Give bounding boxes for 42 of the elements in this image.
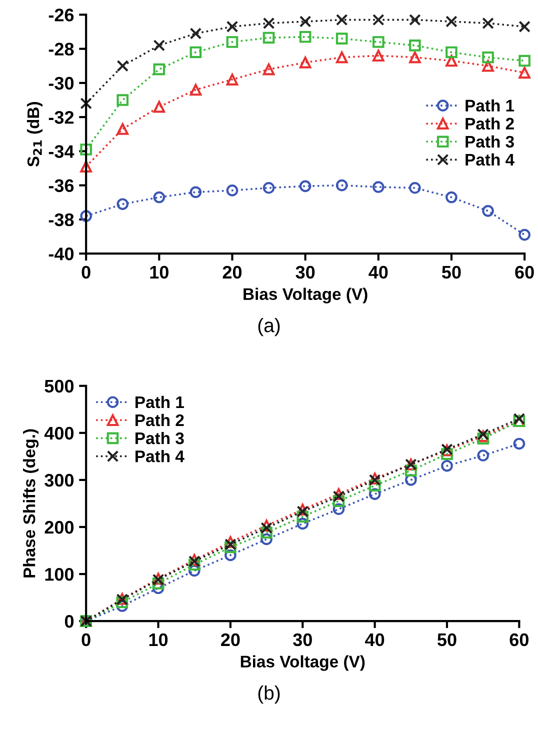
y-tick-label: -36 (48, 179, 74, 192)
y-tick-label: 200 (44, 520, 74, 534)
x-tick-label: 30 (293, 633, 312, 646)
x-tick-label: 0 (82, 266, 90, 279)
x-tick-label: 40 (365, 633, 384, 646)
y-tick-label: -38 (48, 213, 74, 226)
x-tick-label: 30 (296, 266, 315, 279)
legend-label: Path 2 (466, 117, 514, 130)
x-tick-label: 20 (221, 633, 240, 646)
x-tick-label: 40 (368, 266, 388, 279)
y-tick-label: 500 (44, 380, 74, 393)
x-tick-label: 20 (222, 266, 242, 279)
legend-label: Path 4 (466, 153, 514, 166)
legend-label: Path 2 (136, 414, 184, 426)
legend-label: Path 3 (136, 432, 184, 444)
x-tick-label: 0 (82, 633, 90, 646)
y-tick-label: 400 (44, 426, 74, 440)
y-axis-title: S$_{21}$ (dB) (26, 102, 42, 167)
y-tick-label: -26 (48, 8, 74, 22)
x-tick-label: 10 (150, 266, 168, 279)
x-tick-label: 60 (510, 633, 528, 646)
y-tick-label: 100 (45, 568, 74, 581)
y-tick-label: -28 (48, 42, 74, 56)
x-tick-label: 50 (442, 266, 461, 279)
x-tick-label: 60 (515, 266, 534, 279)
y-tick-label: -30 (48, 76, 74, 90)
y-tick-label: 0 (64, 615, 74, 628)
y-tick-label: -34 (48, 145, 74, 158)
legend-label: Path 1 (466, 99, 514, 112)
y-tick-label: 300 (44, 474, 74, 487)
legend-label: Path 3 (466, 135, 514, 148)
legend-label: Path 1 (136, 396, 184, 408)
y-tick-label: -32 (48, 111, 74, 124)
x-axis-title: Bias Voltage (V) (240, 655, 365, 671)
text: (a) (258, 318, 280, 336)
y-axis-title: Phase Shifts (deg.) (22, 429, 39, 578)
x-tick-label: 10 (149, 633, 168, 646)
legend-label: Path 4 (136, 450, 184, 462)
x-axis-title: Bias Voltage (V) (244, 288, 368, 304)
x-tick-label: 50 (438, 633, 456, 646)
y-tick-label: -40 (48, 248, 74, 260)
text: (b) (258, 686, 280, 704)
